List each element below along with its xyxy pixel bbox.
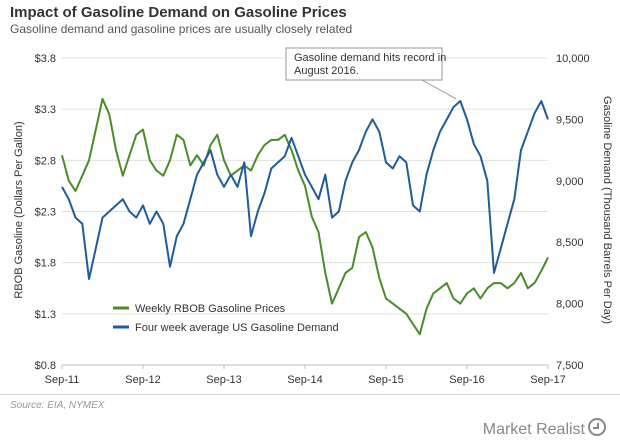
source-note: Source: EIA, NYMEX: [10, 400, 105, 411]
left-tick-label: $2.8: [35, 155, 56, 167]
left-tick-label: $3.8: [35, 53, 56, 65]
chart-title: Impact of Gasoline Demand on Gasoline Pr…: [10, 4, 347, 21]
left-tick-label: $1.8: [35, 258, 56, 270]
left-tick-label: $3.3: [35, 104, 56, 116]
rbob-price-line: [61, 97, 549, 336]
brand-logo: Market Realist: [483, 418, 606, 439]
legend-label: Weekly RBOB Gasoline Prices: [135, 303, 286, 315]
left-tick-label: $0.8: [35, 360, 56, 372]
x-tick-label: Sep-14: [287, 374, 322, 386]
gridlines: [62, 57, 548, 366]
annotation-text: Gasoline demand hits record in: [294, 52, 446, 64]
x-tick-label: Sep-13: [206, 374, 241, 386]
right-tick-label: 9,000: [556, 176, 584, 188]
right-tick-label: 10,000: [556, 53, 590, 65]
chart-subtitle: Gasoline demand and gasoline prices are …: [10, 22, 353, 36]
x-tick-label: Sep-15: [368, 374, 403, 386]
x-tick-label: Sep-11: [45, 374, 80, 386]
series-lines: [61, 97, 549, 336]
left-tick-label: $2.3: [35, 207, 56, 219]
left-tick-label: $1.3: [35, 309, 56, 321]
right-tick-label: 8,000: [556, 299, 584, 311]
annotation-text: August 2016.: [294, 65, 359, 77]
line-chart: $3.8 $3.3 $2.8 $2.3 $1.8 $1.3 $0.8 10,000 9,500…: [13, 47, 613, 386]
legend: Weekly RBOB Gasoline Prices Four week ave…: [113, 303, 339, 334]
right-axis-ticks: 10,000 9,500 9,000 8,500 8,000 7,500: [556, 53, 590, 372]
left-axis-label: RBOB Gasoline (Dollars Per Gallon): [13, 121, 25, 298]
legend-label: Four week average US Gasoline Demand: [135, 322, 339, 334]
annotation-pointer: [421, 79, 457, 100]
x-tick-label: Sep-12: [125, 374, 160, 386]
right-tick-label: 7,500: [556, 360, 584, 372]
x-axis-ticks: Sep-11 Sep-12 Sep-13 Sep-14 Sep-15 Sep-16 Sep-…: [45, 365, 566, 386]
gasoline-demand-line: [61, 100, 549, 280]
right-axis-label: Gasoline Demand (Thousand Barrels Per Da…: [601, 96, 613, 324]
magnifier-icon: [588, 418, 606, 436]
left-axis-ticks: $3.8 $3.3 $2.8 $2.3 $1.8 $1.3 $0.8: [35, 53, 56, 372]
x-tick-label: Sep-17: [530, 374, 565, 386]
brand-name: Market Realist: [482, 421, 585, 438]
footer-divider: [0, 394, 620, 395]
right-tick-label: 9,500: [556, 114, 584, 126]
x-tick-label: Sep-16: [449, 374, 484, 386]
right-tick-label: 8,500: [556, 237, 584, 249]
annotation-box: [285, 47, 443, 81]
